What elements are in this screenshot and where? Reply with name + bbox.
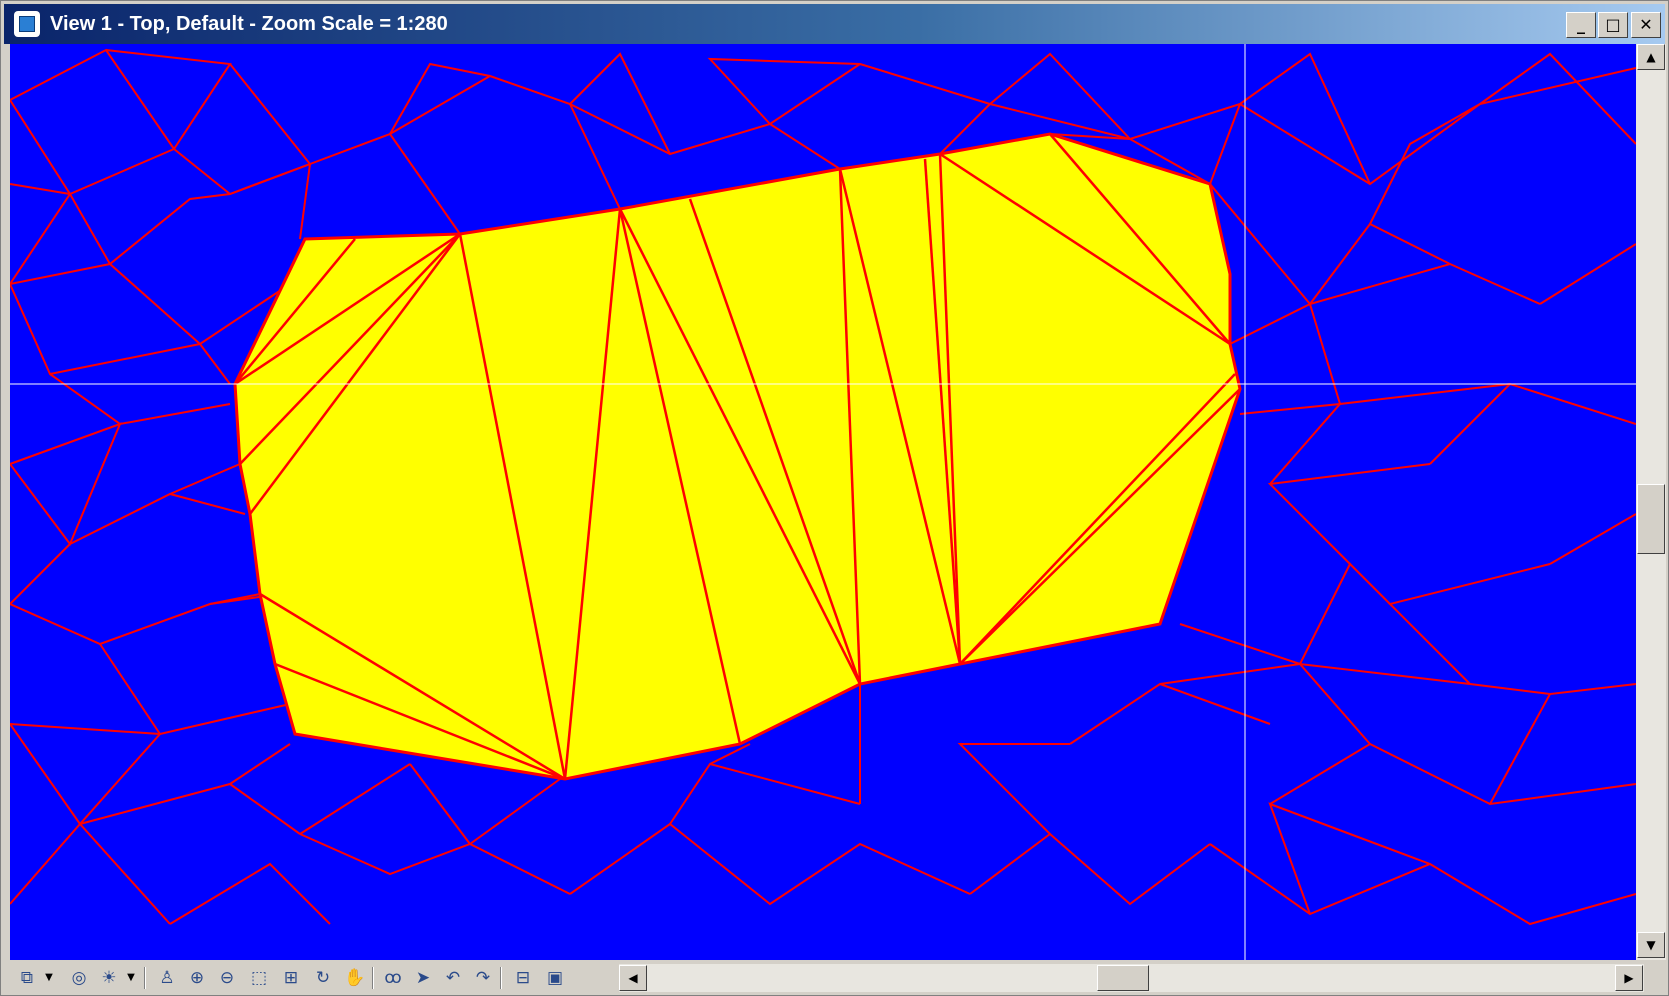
scroll-right-button[interactable]: ▶	[1615, 965, 1643, 991]
zoom-out-icon[interactable]: ⊖	[219, 968, 235, 988]
title-bar[interactable]: View 1 - Top, Default - Zoom Scale = 1:2…	[4, 4, 1665, 44]
toolbar-separator	[372, 967, 374, 989]
display-style-icon[interactable]: ◎	[71, 968, 87, 988]
crosshair-cursor	[10, 44, 1636, 960]
rotate-view-icon[interactable]: ↻	[315, 968, 331, 988]
toolbar-separator	[500, 967, 502, 989]
select-cursor-icon[interactable]: ➤	[415, 968, 431, 988]
previous-view-icon[interactable]: ↶	[445, 968, 461, 988]
maximize-button[interactable]: □	[1598, 12, 1628, 38]
pan-view-icon[interactable]: ✋	[344, 968, 366, 988]
scroll-down-button[interactable]: ▼	[1637, 932, 1665, 958]
lighting-dropdown-icon[interactable]: ▼	[127, 972, 135, 983]
next-view-icon[interactable]: ↷	[475, 968, 491, 988]
vertical-scroll-thumb[interactable]	[1637, 484, 1665, 554]
scroll-up-button[interactable]: ▲	[1637, 44, 1665, 70]
design-view-canvas[interactable]	[10, 44, 1636, 960]
fit-view-icon[interactable]: ⊞	[283, 968, 299, 988]
region-triangulation	[234, 133, 1241, 781]
window-title: View 1 - Top, Default - Zoom Scale = 1:2…	[50, 13, 448, 35]
update-view-icon[interactable]: ♙	[159, 968, 175, 988]
vertical-scrollbar[interactable]: ▲ ▼	[1636, 44, 1666, 960]
horizontal-scrollbar[interactable]: ◀ ▶	[619, 964, 1644, 992]
view-control-bar: ⧉ ▼ ◎ ☀ ▼ ♙ ⊕ ⊖ ⬚ ⊞ ↻ ✋ ꝏ ➤ ↶ ↷ ⊟ ▣ ◀ ▶	[4, 961, 1665, 994]
view-attributes-icon[interactable]: ⧉	[20, 968, 34, 988]
zoom-in-icon[interactable]: ⊕	[189, 968, 205, 988]
lighting-icon[interactable]: ☀	[101, 968, 117, 988]
toolbar-separator	[144, 967, 146, 989]
walk-view-icon[interactable]: ꝏ	[384, 968, 402, 988]
close-button[interactable]: ✕	[1631, 12, 1661, 38]
camera-icon[interactable]: ▣	[546, 968, 564, 988]
background-mesh	[10, 48, 1636, 926]
window-area-icon[interactable]: ⬚	[250, 968, 268, 988]
scroll-left-button[interactable]: ◀	[619, 965, 647, 991]
tin-mesh-drawing	[10, 44, 1636, 960]
copy-view-icon[interactable]: ⊟	[515, 968, 531, 988]
selected-region[interactable]	[233, 132, 1242, 781]
horizontal-scroll-thumb[interactable]	[1097, 965, 1149, 991]
minimize-button[interactable]: _	[1566, 12, 1596, 38]
view-cube-icon[interactable]	[14, 11, 40, 37]
view-attributes-dropdown-icon[interactable]: ▼	[45, 972, 53, 983]
